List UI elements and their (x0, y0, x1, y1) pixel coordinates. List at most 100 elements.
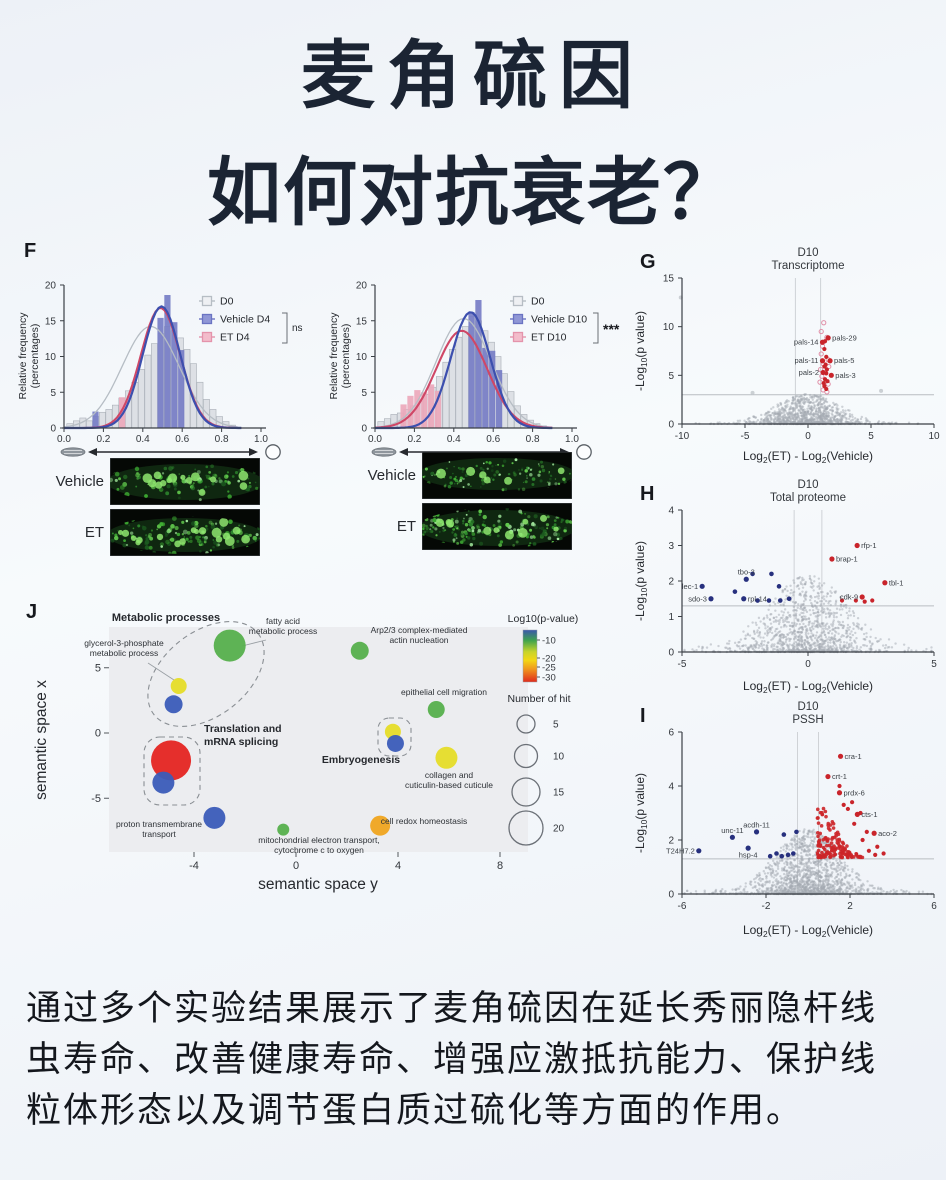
svg-text:Vehicle D10: Vehicle D10 (531, 314, 587, 326)
svg-text:ET D10: ET D10 (531, 332, 567, 344)
svg-text:15: 15 (356, 316, 368, 327)
micrograph-row: ET (360, 503, 572, 550)
summary-caption: 通过多个实验结果展示了麦角硫因在延长秀丽隐杆线 虫寿命、改善健康寿命、增强应激抵… (26, 984, 932, 1136)
svg-text:PSSH: PSSH (792, 714, 823, 726)
svg-text:20: 20 (356, 281, 368, 292)
svg-text:0.0: 0.0 (57, 434, 71, 445)
micrograph-label: Vehicle (55, 473, 104, 490)
svg-text:D0: D0 (220, 296, 234, 308)
svg-text:5: 5 (668, 371, 674, 382)
svg-text:(percentages): (percentages) (29, 324, 41, 389)
svg-text:D0: D0 (531, 296, 545, 308)
title-line-1: 麦角硫因 (301, 34, 645, 117)
svg-text:Total proteome: Total proteome (770, 492, 846, 504)
svg-text:pals-14: pals-14 (794, 338, 819, 347)
svg-text:H: H (640, 483, 654, 505)
histogram-day4: 0 5 10 15 20 0.0 0.2 0.4 0.6 0.8 1.0 Relative frequ… (16, 260, 326, 465)
svg-text:1.0: 1.0 (565, 434, 579, 445)
svg-text:0.4: 0.4 (136, 434, 150, 445)
svg-text:5: 5 (361, 388, 367, 399)
svg-text:2: 2 (668, 577, 674, 588)
svg-text:20: 20 (45, 281, 57, 292)
svg-text:***: *** (603, 321, 620, 337)
panel-label-f: F (24, 240, 37, 262)
svg-text:0.8: 0.8 (526, 434, 540, 445)
svg-text:0: 0 (50, 424, 56, 435)
svg-text:1.0: 1.0 (254, 434, 268, 445)
svg-text:pals-11: pals-11 (794, 356, 818, 365)
svg-text:10: 10 (45, 352, 57, 363)
title-line-2: 如何对抗衰老？ (207, 151, 739, 234)
svg-text:tbo-3: tbo-3 (738, 568, 755, 577)
svg-text:-10: -10 (675, 431, 690, 442)
svg-text:Transcriptome: Transcriptome (771, 260, 844, 272)
svg-text:0.2: 0.2 (96, 434, 110, 445)
svg-text:1: 1 (668, 612, 674, 623)
svg-text:rfp-1: rfp-1 (861, 541, 876, 550)
svg-text:ET D4: ET D4 (220, 332, 250, 344)
svg-text:Relative frequency: Relative frequency (17, 312, 29, 400)
svg-text:15: 15 (45, 316, 57, 327)
svg-text:0.2: 0.2 (407, 434, 421, 445)
svg-text:0: 0 (668, 420, 674, 431)
svg-text:0.6: 0.6 (175, 434, 189, 445)
micrograph-label: ET (396, 518, 416, 535)
micrograph-row: ET (48, 509, 260, 556)
svg-text:-Log10(p value): -Log10(p value) (633, 311, 649, 391)
volcano-transcriptome: G D10 Transcriptome pals-14 pals-29 pals-11 pa… (630, 242, 946, 468)
worm-fluorescence-image (110, 509, 260, 556)
svg-text:0: 0 (805, 659, 811, 670)
svg-text:brap-1: brap-1 (836, 554, 858, 563)
svg-text:10: 10 (928, 431, 940, 442)
svg-text:pals-29: pals-29 (832, 333, 857, 342)
micrograph-row: Vehicle (360, 452, 572, 499)
svg-text:rpl-14: rpl-14 (748, 594, 767, 603)
micrograph-label: Vehicle (367, 467, 416, 484)
svg-text:0.0: 0.0 (368, 434, 382, 445)
svg-text:3: 3 (668, 541, 674, 552)
svg-text:lec-1: lec-1 (682, 582, 698, 591)
svg-text:0: 0 (805, 431, 811, 442)
volcano-pssh: I D10 PSSH cra-1 crt-1 prdx-6 cts-1 aco-2 acdh-1… (630, 696, 946, 942)
svg-text:0.6: 0.6 (486, 434, 500, 445)
svg-text:ns: ns (292, 323, 303, 334)
svg-text:tbl-1: tbl-1 (889, 578, 904, 587)
svg-text:pals-3: pals-3 (835, 371, 855, 380)
svg-text:0: 0 (361, 424, 367, 435)
go-term-bubble-plot: J 5 0 -5 -4 0 4 8 semantic space y semantic space… (16, 594, 641, 949)
worm-fluorescence-image (422, 503, 572, 550)
svg-text:5: 5 (868, 431, 874, 442)
caption-line-2: 虫寿命、改善健康寿命、增强应激抵抗能力、保护线 (26, 1039, 878, 1079)
svg-text:-5: -5 (678, 659, 687, 670)
micrograph-row: Vehicle (48, 458, 260, 505)
svg-text:0.8: 0.8 (215, 434, 229, 445)
svg-text:5: 5 (931, 659, 937, 670)
caption-line-1: 通过多个实验结果展示了麦角硫因在延长秀丽隐杆线 (26, 989, 878, 1028)
worm-fluorescence-image (422, 452, 572, 499)
svg-text:10: 10 (356, 352, 368, 363)
svg-text:0.4: 0.4 (447, 434, 461, 445)
svg-text:cdk-9: cdk-9 (840, 592, 858, 601)
svg-text:10: 10 (663, 322, 675, 333)
svg-text:Log2(ET) - Log2(Vehicle): Log2(ET) - Log2(Vehicle) (743, 679, 873, 695)
svg-text:15: 15 (663, 274, 675, 285)
caption-line-3: 粒体形态以及调节蛋白质过硫化等方面的作用。 (26, 1090, 804, 1130)
svg-text:I: I (640, 705, 646, 727)
svg-text:D10: D10 (797, 247, 818, 259)
histogram-day10: 0 5 10 15 20 0.0 0.2 0.4 0.6 0.8 1.0 Relative frequ… (327, 260, 637, 465)
svg-text:Log2(ET) - Log2(Vehicle): Log2(ET) - Log2(Vehicle) (743, 449, 873, 465)
svg-text:D10: D10 (797, 479, 818, 491)
svg-text:D10: D10 (797, 701, 818, 713)
svg-text:Relative frequency: Relative frequency (328, 312, 340, 400)
svg-text:-Log10(p value): -Log10(p value) (633, 541, 649, 621)
svg-text:-5: -5 (741, 431, 750, 442)
svg-text:(percentages): (percentages) (340, 324, 352, 389)
svg-text:5: 5 (50, 388, 56, 399)
svg-text:pals-5: pals-5 (834, 356, 854, 365)
volcano-total-proteome: H D10 Total proteome lec-1 tbo-3 sdo-3 rpl-14 r… (630, 474, 946, 698)
page-title: 麦角硫因 如何对抗衰老？ (0, 16, 946, 240)
micrograph-label: ET (84, 524, 104, 541)
svg-text:sdo-3: sdo-3 (688, 594, 707, 603)
svg-text:0: 0 (668, 648, 674, 659)
